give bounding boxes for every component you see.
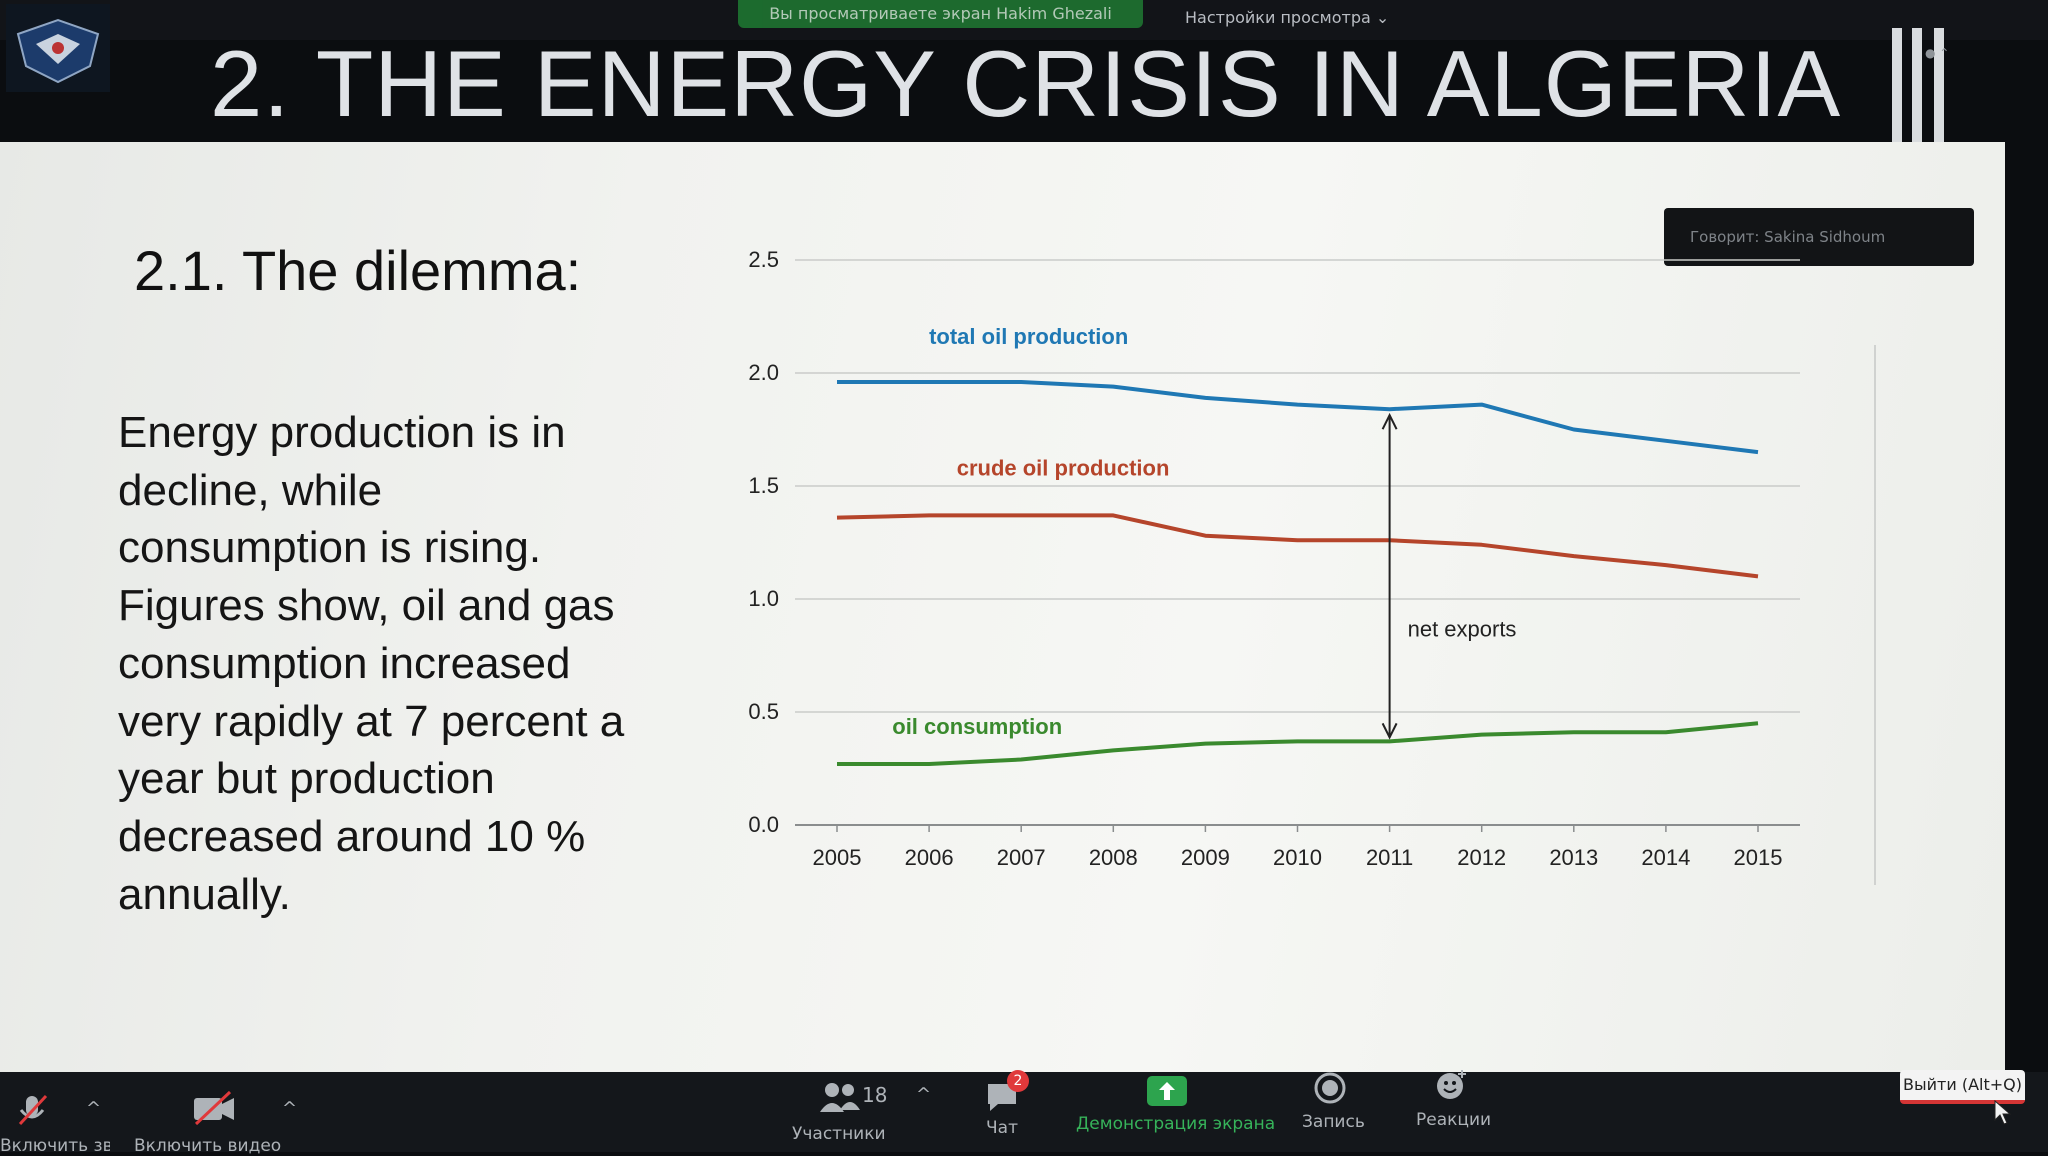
- video-label[interactable]: Включить видео: [134, 1136, 282, 1156]
- y-tick-label: 0.5: [748, 699, 779, 724]
- chart-svg: 0.0 0.5 1.0 1.5 2.0 2.5 2005 2006 2007 2008 2009 20…: [748, 247, 1876, 885]
- shared-slide: [0, 142, 2005, 1078]
- participants-icon[interactable]: [818, 1080, 862, 1114]
- annotation-label: net exports: [1408, 616, 1517, 641]
- series-label: crude oil production: [957, 455, 1170, 480]
- x-tick-label: 2008: [1089, 845, 1138, 870]
- view-settings-menu[interactable]: Настройки просмотра ⌄: [1185, 8, 1389, 27]
- paragraph-line: consumption increased: [118, 638, 571, 688]
- paragraph-line: year but production: [118, 754, 495, 804]
- chat-icon[interactable]: [984, 1080, 1020, 1114]
- chat-unread-badge: 2: [1007, 1070, 1029, 1092]
- x-tick-label: 2015: [1734, 845, 1783, 870]
- y-tick-label: 1.5: [748, 473, 779, 498]
- arrow-head-down: [1381, 722, 1398, 740]
- reactions-label[interactable]: Реакции: [1416, 1110, 1492, 1130]
- paragraph-line: Energy production is in: [118, 408, 566, 457]
- share-screen-icon[interactable]: [1147, 1076, 1187, 1106]
- participants-label[interactable]: Участники: [792, 1124, 886, 1144]
- view-settings-label: Настройки просмотра: [1185, 8, 1371, 27]
- mouse-cursor-icon: [1994, 1100, 2012, 1125]
- paragraph-line: Figures show, oil and gas: [118, 581, 615, 631]
- participants-options-caret[interactable]: ^: [916, 1084, 932, 1105]
- mic-label[interactable]: Включить звук: [0, 1136, 110, 1156]
- x-tick-label: 2010: [1273, 845, 1322, 870]
- paragraph-line: consumption is rising.: [118, 523, 542, 573]
- recording-indicator: ● ⌃: [1925, 46, 1950, 60]
- x-tick-label: 2005: [813, 845, 862, 870]
- slide-title: 2. THE ENERGY CRISIS IN ALGERIA: [210, 31, 1842, 136]
- series-label: oil consumption: [892, 714, 1062, 739]
- x-tick-label: 2012: [1457, 845, 1506, 870]
- series-line: [837, 721, 1759, 766]
- slide-decoration-bars: [1892, 28, 1952, 188]
- oil-production-chart: 0.0 0.5 1.0 1.5 2.0 2.5 2005 2006 2007 2008 2009 20…: [700, 225, 1920, 905]
- x-tick-label: 2013: [1549, 845, 1598, 870]
- x-tick-label: 2006: [905, 845, 954, 870]
- y-tick-label: 2.0: [748, 360, 779, 385]
- participants-count: 18: [862, 1083, 888, 1107]
- series-label: total oil production: [929, 324, 1128, 349]
- share-screen-label[interactable]: Демонстрация экрана: [1076, 1114, 1276, 1134]
- paragraph-line: very rapidly at 7 percent a: [118, 696, 625, 746]
- x-tick-label: 2011: [1366, 845, 1413, 870]
- x-tick-label: 2014: [1641, 845, 1690, 870]
- slide-paragraph: Energy production is in decline, while c…: [118, 404, 718, 923]
- chat-label[interactable]: Чат: [986, 1118, 1018, 1138]
- university-logo-icon: [6, 4, 110, 92]
- x-tick-label: 2009: [1181, 845, 1230, 870]
- arrow-head-up: [1381, 412, 1398, 430]
- video-options-caret[interactable]: ^: [282, 1098, 298, 1119]
- video-off-icon[interactable]: [190, 1090, 238, 1126]
- record-label[interactable]: Запись: [1302, 1112, 1365, 1132]
- paragraph-line: decreased around 10 %: [118, 811, 586, 861]
- chevron-down-icon: ⌄: [1375, 8, 1390, 27]
- paragraph-line: annually.: [118, 869, 291, 919]
- mic-options-caret[interactable]: ^: [86, 1098, 102, 1119]
- series-line: [836, 513, 1759, 579]
- y-tick-label: 1.0: [748, 586, 779, 611]
- y-tick-label: 2.5: [748, 247, 779, 272]
- active-speaker-tag: Говорит: Sakina Sidhoum: [1664, 208, 1974, 266]
- leave-meeting-button[interactable]: Выйти (Alt+Q): [1900, 1070, 2025, 1104]
- record-icon[interactable]: [1314, 1072, 1346, 1104]
- reactions-icon[interactable]: [1434, 1068, 1468, 1102]
- x-tick-label: 2007: [997, 845, 1046, 870]
- paragraph-line: decline, while: [118, 465, 383, 515]
- slide-subtitle: 2.1. The dilemma:: [134, 239, 582, 302]
- screen-share-banner: Вы просматриваете экран Hakim Ghezali: [738, 0, 1143, 28]
- series-line: [837, 380, 1759, 455]
- y-tick-label: 0.0: [748, 812, 779, 837]
- mic-muted-icon[interactable]: [12, 1090, 52, 1130]
